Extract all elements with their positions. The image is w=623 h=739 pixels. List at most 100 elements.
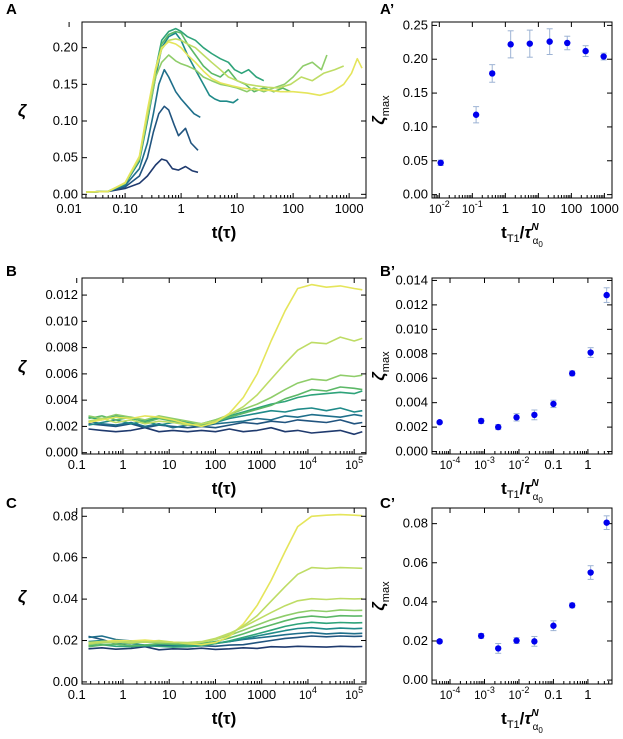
x-tick-label: 1 [119,457,126,472]
y-axis-label: ζ [18,101,28,120]
data-point [489,70,496,77]
x-tick-label: 1 [584,687,591,702]
data-point [472,111,480,118]
y-tick-label: 0.04 [403,594,428,609]
x-axis-label: t(τ) [212,223,237,242]
x-tick-label: 105 [345,455,363,472]
y-tick-label: 0.008 [45,340,78,355]
x-tick-label: 100 [561,201,583,216]
data-point [568,370,576,377]
y-tick-label: 0.10 [403,119,428,134]
y-tick-label: 0.010 [395,321,428,336]
y-tick-label: 0.00 [53,674,78,689]
data-point [507,41,514,48]
y-tick-label: 0.010 [45,313,78,328]
scatter-panel-B2: 0.000 0.002 0.004 0.006 0.008 0.010 0.012 0.014… [369,263,613,505]
data-point [550,622,557,629]
y-axis-label: ζmax [369,351,392,381]
line-panel-A: 0.00 0.05 0.10 0.15 0.20 0.01 0.10 1 10 100 1000 Aζ… [6,1,367,242]
y-tick-label: 0.04 [53,591,78,606]
y-tick-label: 0.20 [403,51,428,66]
data-point [603,291,610,299]
y-tick-label: 0.00 [403,187,428,202]
x-tick-label: 104 [299,685,317,702]
series-line-c4 [85,32,239,193]
scatter-panel-A2: 0.00 0.05 0.10 0.15 0.20 0.25 10-2 10-1 1 10 100 10… [369,1,619,249]
x-tick-label: 0.1 [544,687,562,702]
y-tick-label: 0.25 [403,17,428,32]
plot-frame [81,277,367,455]
data-point [513,414,520,421]
x-axis-label: tT1/τN α0 [501,708,543,735]
y-tick-label: 0.00 [53,186,78,201]
y-axis-label: ζmax [369,95,392,125]
data-point [587,349,594,356]
data-point [436,419,443,426]
y-tick-label: 0.08 [403,516,428,531]
y-tick-label: 0.10 [53,113,78,128]
series-line-b9 [88,283,363,428]
data-point [550,400,557,408]
series-line-d9 [88,513,363,646]
panel-label: B [6,263,17,280]
x-tick-label: 10-3 [474,685,495,702]
x-axis-label: t(τ) [212,479,237,498]
series-line-c8 [85,38,345,193]
x-tick-label: 10-1 [462,199,483,216]
series-line-c3 [85,68,201,193]
y-tick-label: 0.002 [395,419,428,434]
y-tick-label: 0.02 [53,633,78,648]
y-tick-label: 0.15 [53,76,78,91]
y-tick-label: 0.002 [45,418,78,433]
plot-frame [431,21,613,199]
y-tick-label: 0.000 [395,444,428,459]
x-tick-label: 10-2 [429,199,450,216]
series-line-c9 [85,41,363,193]
data-point [477,632,485,640]
x-tick-label: 104 [299,455,317,472]
y-axis-label: ζ [18,357,28,376]
x-tick-label: 0.10 [112,201,137,216]
series-line-d1 [88,645,363,651]
series-line-d5 [88,621,363,648]
x-tick-label: 1000 [590,201,619,216]
x-tick-label: 10-2 [509,455,530,472]
x-tick-label: 1000 [247,457,276,472]
y-tick-label: 0.004 [45,392,78,407]
panel-label: A [6,1,17,18]
panel-label: C [6,495,17,512]
y-tick-label: 0.00 [403,672,428,687]
series-line-b1 [88,426,363,436]
x-tick-label: 100 [282,201,304,216]
y-tick-label: 0.006 [395,370,428,385]
x-axis-label: tT1/τN α0 [501,478,543,505]
x-tick-label: 0.1 [544,457,562,472]
y-tick-label: 0.15 [403,85,428,100]
series-line-b6 [88,386,363,426]
x-axis-label: tT1/τN α0 [501,222,543,249]
panel-label: B’ [380,263,395,280]
y-tick-label: 0.08 [53,508,78,523]
series-line-c7 [85,54,328,193]
plot-frame [431,507,613,685]
scatter-panel-C2: 0.00 0.02 0.04 0.06 0.08 10-4 10-3 10-2 0.1 1 C’ ζm… [369,495,613,735]
y-axis-label: ζ [18,587,28,606]
x-tick-label: 10-4 [440,455,461,472]
y-tick-label: 0.014 [395,272,428,287]
x-tick-label: 10-3 [474,455,495,472]
series-line-b2 [88,419,363,429]
plot-frame [81,507,367,685]
y-tick-label: 0.02 [403,633,428,648]
y-tick-label: 0.012 [395,297,428,312]
y-tick-label: 0.012 [45,287,78,302]
data-point [477,417,485,425]
data-point [582,47,589,55]
x-tick-label: 1 [584,457,591,472]
data-point [568,602,576,609]
x-tick-label: 0.01 [56,201,81,216]
data-point [526,40,533,47]
x-tick-label: 100 [205,457,227,472]
series-line-b4 [88,407,363,428]
data-point [564,39,571,47]
x-tick-label: 0.1 [68,687,86,702]
